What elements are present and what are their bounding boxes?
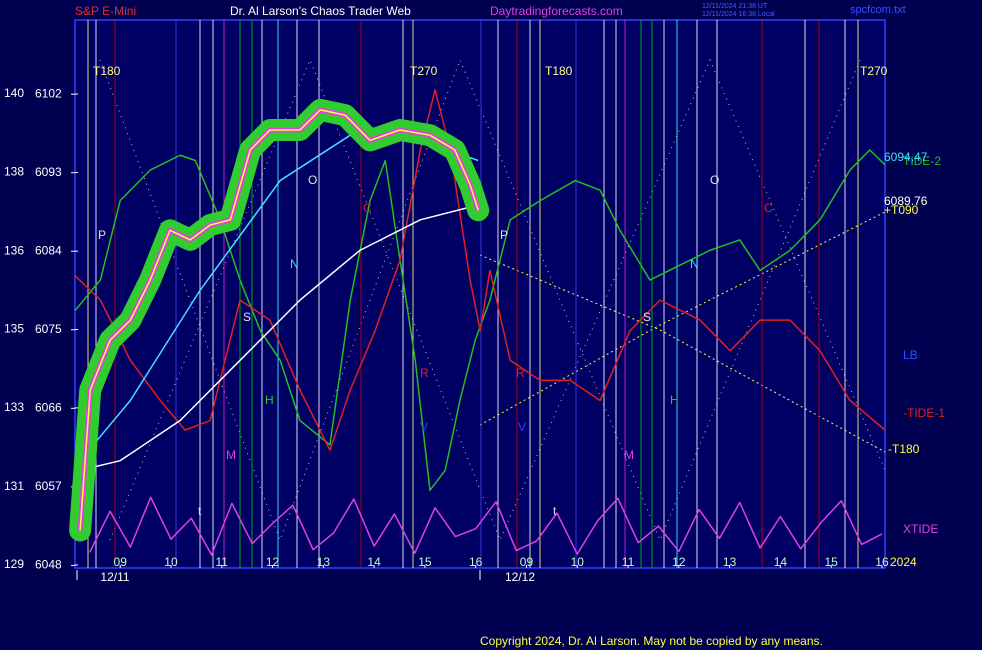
y-tick-label: 6057 bbox=[35, 479, 62, 493]
footer: Copyright 2024, Dr. Al Larson. May not b… bbox=[480, 634, 823, 648]
annotation: M bbox=[226, 448, 236, 462]
annotation: S bbox=[243, 310, 251, 324]
y2-tick-label: 135 bbox=[4, 322, 24, 336]
annotation: 6089.76 bbox=[884, 194, 928, 208]
x-tick-label: 12 bbox=[672, 555, 686, 569]
annotation: V bbox=[420, 420, 428, 434]
x-tick-label: 14 bbox=[367, 555, 381, 569]
annotation: +T090 bbox=[884, 203, 919, 217]
annotation: t bbox=[198, 504, 202, 518]
header-text: Daytradingforecasts.com bbox=[490, 4, 623, 18]
header-text: S&P E-Mini bbox=[75, 4, 136, 18]
x-tick-label: 10 bbox=[571, 555, 585, 569]
annotation: P bbox=[500, 228, 508, 242]
x-tick-label: 15 bbox=[824, 555, 838, 569]
annotation: R bbox=[420, 366, 429, 380]
annotation: T270 bbox=[410, 64, 438, 78]
date-label: 12/12 bbox=[505, 570, 535, 584]
annotation: -T180 bbox=[888, 442, 920, 456]
series-label: -TIDE-1 bbox=[903, 406, 945, 420]
y-tick-label: 6093 bbox=[35, 165, 62, 179]
series-line bbox=[79, 204, 479, 471]
date-label: 12/11 bbox=[100, 570, 129, 584]
y2-tick-label: 131 bbox=[4, 479, 24, 493]
annotation: T180 bbox=[545, 64, 573, 78]
x-tick-label: 16 bbox=[875, 555, 889, 569]
x-tick-label: 15 bbox=[418, 555, 432, 569]
y-tick-label: 6084 bbox=[35, 243, 62, 257]
annotation: V bbox=[518, 420, 526, 434]
projection-line bbox=[479, 211, 886, 426]
x-tick-label: 14 bbox=[774, 555, 788, 569]
annotation: O bbox=[308, 173, 317, 187]
annotation: LB bbox=[903, 348, 918, 362]
y-tick-label: 6066 bbox=[35, 400, 62, 414]
annotation: C bbox=[363, 201, 372, 215]
y2-tick-label: 138 bbox=[4, 165, 24, 179]
annotation: P bbox=[98, 228, 106, 242]
x-tick-label: 10 bbox=[164, 555, 178, 569]
series-label: XTIDE bbox=[903, 522, 938, 536]
x-tick-label: 11 bbox=[622, 555, 635, 569]
annotation: O bbox=[710, 173, 719, 187]
x-tick-label: 13 bbox=[723, 555, 737, 569]
y-tick-label: 6048 bbox=[35, 558, 62, 572]
series-label: TIDE-2 bbox=[903, 154, 941, 168]
x-tick-label: 13 bbox=[317, 555, 331, 569]
annotation: C bbox=[764, 201, 773, 215]
x-tick-label: 12 bbox=[266, 555, 280, 569]
annotation: t bbox=[553, 504, 557, 518]
annotation: M bbox=[624, 448, 634, 462]
annotation: N bbox=[290, 257, 299, 271]
y-tick-label: 6075 bbox=[35, 322, 62, 336]
y-tick-label: 6102 bbox=[35, 86, 62, 100]
annotation: 6094.47 bbox=[884, 150, 928, 164]
header-text: 12/11/2024 16:38 Local bbox=[702, 11, 775, 18]
y2-tick-label: 129 bbox=[4, 557, 24, 571]
annotation: S bbox=[643, 310, 651, 324]
annotation: H bbox=[265, 393, 274, 407]
series-line bbox=[79, 109, 479, 531]
y2-tick-label: 133 bbox=[4, 400, 24, 414]
year-label: 2024 bbox=[890, 555, 917, 569]
plot-area bbox=[74, 19, 886, 569]
series-line bbox=[74, 89, 886, 451]
series-line bbox=[89, 496, 883, 556]
annotation: T270 bbox=[860, 64, 888, 78]
x-tick-label: 11 bbox=[216, 555, 229, 569]
annotation: N bbox=[690, 257, 699, 271]
x-tick-label: 09 bbox=[520, 555, 534, 569]
annotation: H bbox=[670, 393, 679, 407]
annotation: R bbox=[516, 366, 525, 380]
annotation: T180 bbox=[93, 64, 121, 78]
y2-tick-label: 136 bbox=[4, 243, 24, 257]
y2-tick-label: 140 bbox=[4, 86, 24, 100]
x-tick-label: 16 bbox=[469, 555, 483, 569]
chart-title: Dr. Al Larson's Chaos Trader Web bbox=[230, 4, 411, 18]
x-tick-label: 09 bbox=[114, 555, 128, 569]
header-text: 12/11/2024 21:38 UT bbox=[702, 3, 768, 10]
header-text: spcfcom.txt bbox=[850, 4, 906, 16]
